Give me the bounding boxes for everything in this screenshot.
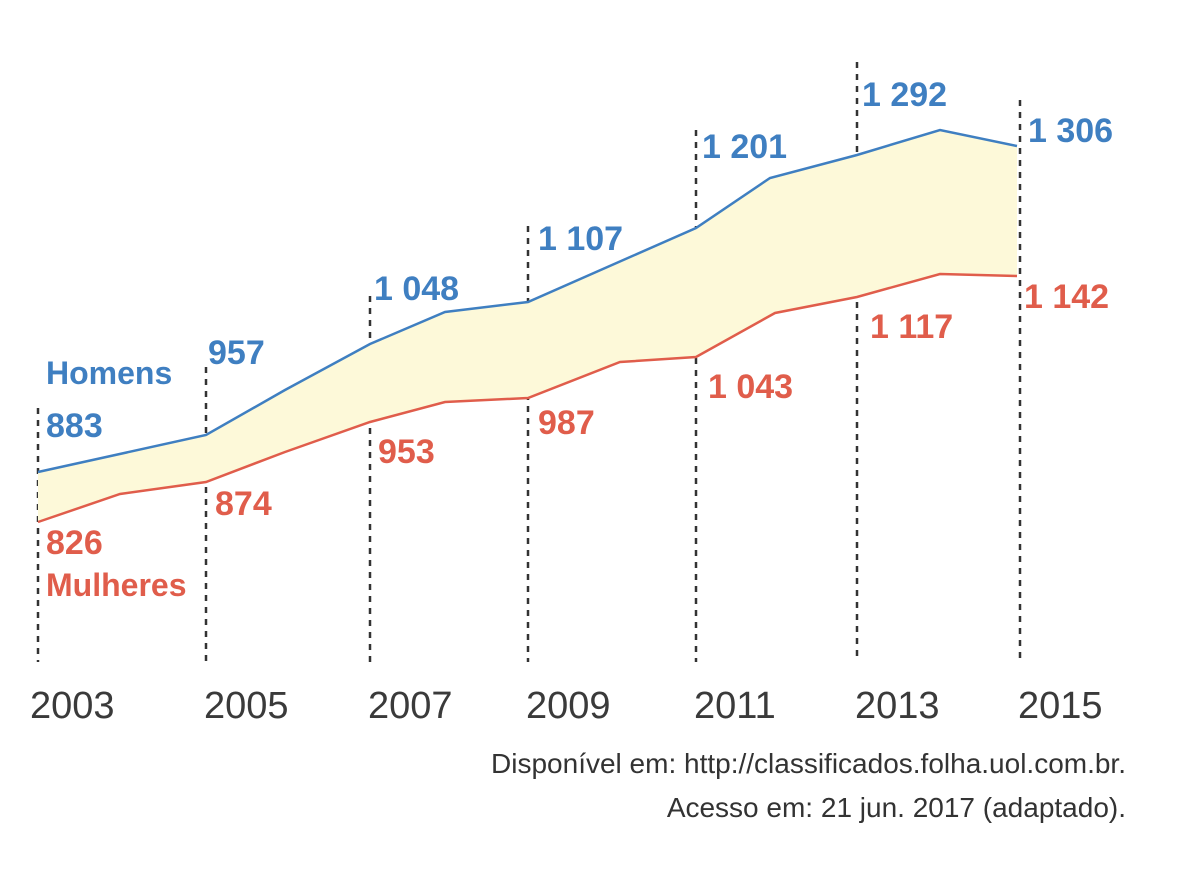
data-label-mulheres-2011: 1 043	[708, 368, 793, 406]
data-label-mulheres-2005: 874	[215, 485, 272, 523]
x-tick-2013: 2013	[855, 685, 940, 727]
data-label-mulheres-2013: 1 117	[870, 308, 953, 346]
data-label-homens-2009: 1 107	[538, 220, 623, 258]
series-line-mulheres	[37, 272, 1018, 524]
data-label-homens-2013: 1 292	[862, 76, 947, 114]
data-label-homens-2003: 883	[46, 407, 103, 445]
x-tick-2011: 2011	[694, 685, 776, 727]
data-labels: 883 957 1 048 1 107 1 201 1 292 1 306 826 874 953…	[46, 76, 1113, 562]
series-line-homens	[37, 128, 1018, 474]
x-tick-2005: 2005	[204, 685, 289, 727]
x-tick-2009: 2009	[526, 685, 611, 727]
x-tick-2003: 2003	[30, 685, 115, 727]
source-line-1: Disponível em: http://classificados.folh…	[491, 748, 1126, 779]
data-label-homens-2007: 1 048	[374, 270, 459, 308]
data-label-mulheres-2007: 953	[378, 433, 435, 471]
data-label-homens-2011: 1 201	[702, 128, 787, 166]
difference-band	[38, 130, 1017, 522]
data-label-homens-2005: 957	[208, 334, 265, 372]
data-label-mulheres-2003: 826	[46, 524, 103, 562]
series-name-homens: Homens	[46, 355, 172, 391]
source-line-2: Acesso em: 21 jun. 2017 (adaptado).	[666, 792, 1126, 823]
x-axis-tick-labels: 2003 2005 2007 2009 2011 2013 2015	[30, 685, 1103, 727]
data-label-homens-2015: 1 306	[1028, 112, 1113, 150]
data-label-mulheres-2015: 1 142	[1024, 278, 1109, 316]
x-tick-2007: 2007	[368, 685, 453, 727]
x-tick-2015: 2015	[1018, 685, 1103, 727]
series-name-mulheres: Mulheres	[46, 567, 186, 603]
data-label-mulheres-2009: 987	[538, 404, 595, 442]
